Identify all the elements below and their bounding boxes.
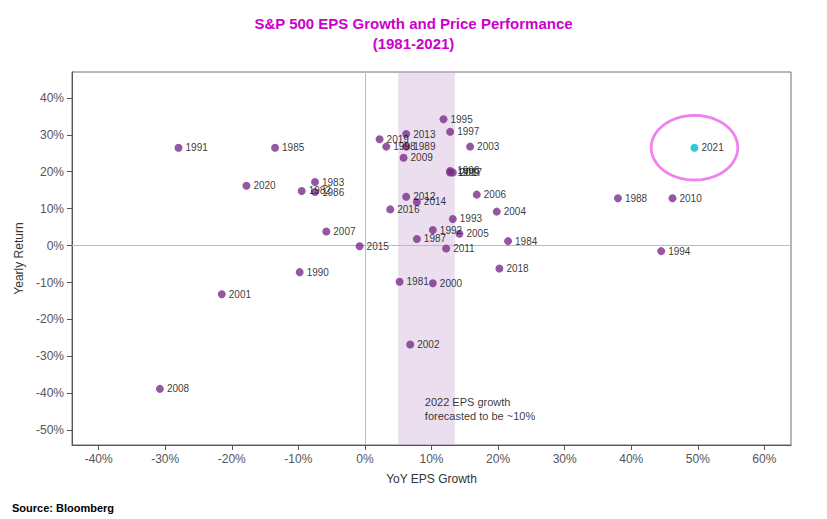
svg-text:2010: 2010: [679, 193, 702, 204]
svg-text:0%: 0%: [356, 452, 374, 466]
svg-text:-20%: -20%: [36, 312, 64, 326]
svg-text:50%: 50%: [686, 452, 710, 466]
svg-text:-50%: -50%: [36, 423, 64, 437]
svg-text:1989: 1989: [413, 141, 436, 152]
svg-text:2022 EPS growth: 2022 EPS growth: [425, 396, 511, 408]
svg-text:2009: 2009: [411, 152, 434, 163]
svg-text:2017: 2017: [460, 167, 483, 178]
svg-text:60%: 60%: [752, 452, 776, 466]
svg-text:2001: 2001: [229, 289, 252, 300]
svg-text:2021: 2021: [701, 142, 724, 153]
svg-text:1998: 1998: [393, 141, 416, 153]
svg-text:1982: 1982: [308, 185, 331, 197]
svg-text:1992: 1992: [440, 225, 463, 236]
svg-text:2019: 2019: [387, 134, 410, 145]
svg-text:-40%: -40%: [85, 452, 113, 466]
svg-text:-40%: -40%: [36, 386, 64, 400]
svg-text:40%: 40%: [619, 452, 643, 466]
svg-text:1981: 1981: [407, 276, 430, 287]
svg-text:-10%: -10%: [36, 276, 64, 290]
svg-text:1986: 1986: [322, 187, 345, 198]
svg-text:10%: 10%: [40, 202, 64, 216]
svg-text:2011: 2011: [453, 243, 475, 254]
svg-text:2016: 2016: [397, 204, 420, 215]
svg-text:1984: 1984: [515, 236, 538, 247]
svg-text:1997: 1997: [457, 126, 480, 137]
svg-text:Yearly Return: Yearly Return: [12, 222, 26, 294]
svg-text:2006: 2006: [484, 189, 507, 200]
svg-text:1983: 1983: [322, 176, 345, 188]
svg-text:YoY EPS Growth: YoY EPS Growth: [386, 472, 477, 486]
svg-text:2008: 2008: [167, 383, 190, 394]
svg-text:30%: 30%: [553, 452, 577, 466]
svg-text:2013: 2013: [413, 129, 436, 140]
svg-text:20%: 20%: [486, 452, 510, 466]
svg-text:40%: 40%: [40, 91, 64, 105]
svg-text:2014: 2014: [424, 196, 447, 207]
svg-text:2007: 2007: [333, 226, 356, 237]
svg-text:forecasted to be ~10%: forecasted to be ~10%: [425, 410, 536, 422]
svg-text:1993: 1993: [460, 213, 483, 224]
svg-text:30%: 30%: [40, 128, 64, 142]
svg-text:S&P 500 EPS Growth and Price P: S&P 500 EPS Growth and Price Performance: [254, 15, 572, 32]
svg-text:2004: 2004: [504, 206, 527, 217]
svg-text:-30%: -30%: [36, 349, 64, 363]
svg-text:0%: 0%: [47, 239, 65, 253]
svg-text:1994: 1994: [668, 246, 691, 257]
svg-text:2002: 2002: [417, 339, 440, 350]
svg-text:1990: 1990: [307, 267, 330, 278]
svg-text:10%: 10%: [419, 452, 443, 466]
svg-text:2000: 2000: [440, 278, 463, 289]
svg-text:1991: 1991: [186, 142, 209, 153]
svg-text:1988: 1988: [625, 193, 648, 204]
svg-text:2018: 2018: [506, 263, 529, 274]
svg-text:2003: 2003: [477, 141, 500, 152]
svg-text:1987: 1987: [423, 233, 447, 245]
svg-text:1995: 1995: [450, 114, 473, 125]
svg-text:1985: 1985: [282, 142, 305, 153]
svg-text:-20%: -20%: [218, 452, 246, 466]
svg-text:20%: 20%: [40, 165, 64, 179]
svg-text:-10%: -10%: [284, 452, 312, 466]
svg-text:(1981-2021): (1981-2021): [373, 35, 455, 52]
svg-text:2020: 2020: [253, 180, 276, 191]
svg-text:-30%: -30%: [151, 452, 179, 466]
svg-text:Source: Bloomberg: Source: Bloomberg: [12, 502, 114, 514]
svg-text:2015: 2015: [367, 241, 390, 252]
svg-text:2005: 2005: [466, 228, 489, 239]
